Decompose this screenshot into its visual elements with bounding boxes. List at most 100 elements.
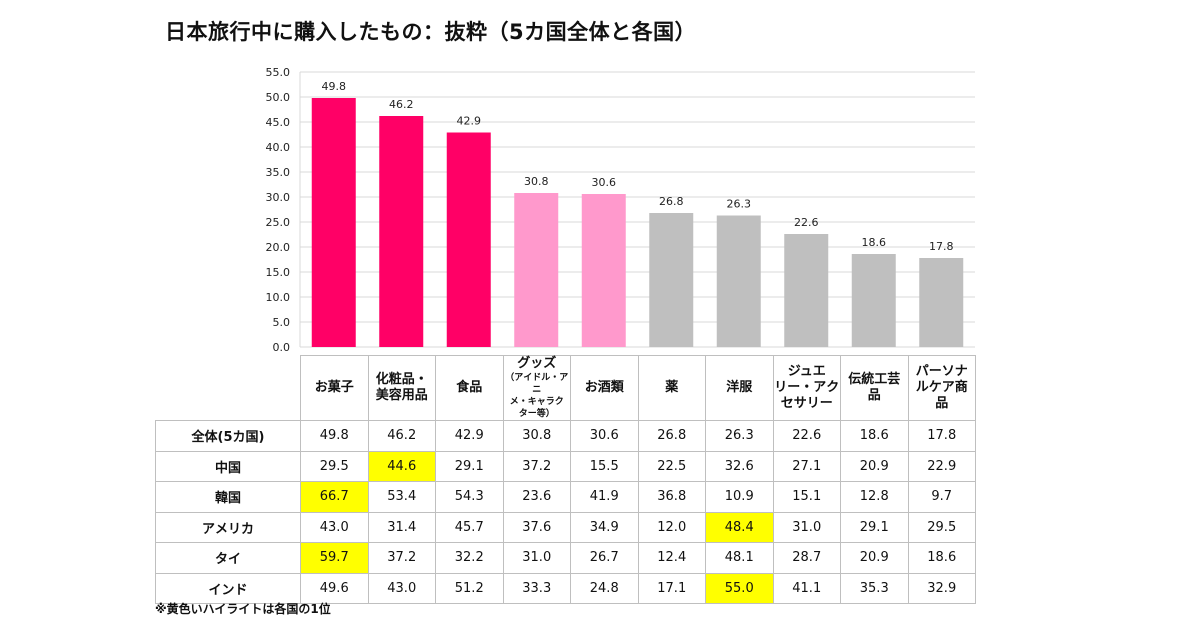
- table-cell: 17.8: [907, 420, 976, 452]
- table-cell: 43.0: [367, 572, 436, 604]
- table-cell: 12.0: [637, 511, 706, 543]
- data-label: 17.8: [929, 240, 954, 253]
- table-cell: 42.9: [435, 420, 504, 452]
- table-cell: 29.1: [840, 511, 909, 543]
- table-cell: 43.0: [300, 511, 369, 543]
- y-tick-label: 5.0: [273, 316, 291, 329]
- table-cell: 36.8: [637, 481, 706, 513]
- bar: [716, 215, 761, 347]
- data-label: 46.2: [389, 98, 414, 111]
- column-header: 化粧品・ 美容用品: [367, 355, 436, 421]
- column-header: ジュエ リー・アク セサリー: [772, 355, 841, 421]
- highlighted-cell: 48.4: [705, 511, 774, 543]
- column-header: 洋服: [705, 355, 774, 421]
- data-label: 18.6: [862, 236, 887, 249]
- table-cell: 33.3: [502, 572, 571, 604]
- table-cell: 35.3: [840, 572, 909, 604]
- table-cell: 22.5: [637, 450, 706, 482]
- table-cell: 31.0: [502, 542, 571, 574]
- column-header: お菓子: [300, 355, 369, 421]
- table-cell: 37.6: [502, 511, 571, 543]
- table-cell: 46.2: [367, 420, 436, 452]
- table-cell: 29.1: [435, 450, 504, 482]
- data-label: 30.8: [524, 175, 549, 188]
- data-label: 30.6: [592, 176, 617, 189]
- bar: [379, 116, 424, 347]
- table-cell: 53.4: [367, 481, 436, 513]
- table-cell: 22.6: [772, 420, 841, 452]
- bar: [851, 254, 896, 347]
- table-row: 中国 29.5 44.6 29.1 37.2 15.5 22.5 32.6 27.1 20.9 22…: [155, 450, 976, 482]
- y-tick-label: 0.0: [273, 341, 291, 354]
- table-cell: 9.7: [907, 481, 976, 513]
- table-row: 韓国 66.7 53.4 54.3 23.6 41.9 36.8 10.9 15.1 12.8 9.…: [155, 481, 976, 513]
- table-cell: 26.7: [570, 542, 639, 574]
- table-cell: 18.6: [907, 542, 976, 574]
- column-header: 食品: [435, 355, 504, 421]
- bar: [446, 132, 491, 347]
- table-cell: 12.4: [637, 542, 706, 574]
- data-label: 26.3: [727, 198, 752, 211]
- data-label: 49.8: [322, 80, 347, 93]
- highlighted-cell: 44.6: [367, 450, 436, 482]
- bar: [649, 213, 694, 347]
- table-cell: 27.1: [772, 450, 841, 482]
- data-label: 26.8: [659, 195, 684, 208]
- corner-cell: [155, 355, 301, 421]
- y-tick-label: 20.0: [266, 241, 291, 254]
- table-cell: 29.5: [300, 450, 369, 482]
- row-header: タイ: [155, 542, 301, 574]
- table-cell: 51.2: [435, 572, 504, 604]
- y-tick-label: 35.0: [266, 166, 291, 179]
- table-cell: 49.8: [300, 420, 369, 452]
- column-header: グッズ （アイドル・アニ メ・キャラク ター等）: [502, 355, 571, 421]
- bar-chart: 0.0 5.0 10.0 15.0 20.0 25.0 30.0 35.0 40.0 45.0 50…: [266, 66, 975, 354]
- table-cell: 37.2: [367, 542, 436, 574]
- y-tick-label: 30.0: [266, 191, 291, 204]
- y-tick-label: 45.0: [266, 116, 291, 129]
- y-tick-label: 50.0: [266, 91, 291, 104]
- data-label: 42.9: [457, 115, 482, 128]
- table-cell: 32.2: [435, 542, 504, 574]
- row-header: アメリカ: [155, 511, 301, 543]
- column-header: 伝統工芸品: [840, 355, 909, 421]
- table-cell: 17.1: [637, 572, 706, 604]
- highlighted-cell: 66.7: [300, 481, 369, 513]
- table-cell: 32.6: [705, 450, 774, 482]
- row-header: 中国: [155, 450, 301, 482]
- table-cell: 29.5: [907, 511, 976, 543]
- table-cell: 22.9: [907, 450, 976, 482]
- table-cell: 10.9: [705, 481, 774, 513]
- table-cell: 26.3: [705, 420, 774, 452]
- table-cell: 49.6: [300, 572, 369, 604]
- table-cell: 31.0: [772, 511, 841, 543]
- bar: [784, 234, 829, 347]
- data-table: お菓子 化粧品・ 美容用品 食品 グッズ （アイドル・アニ メ・キャラク ター等） お酒類薬洋服…: [155, 355, 976, 604]
- column-header: パーソナ ルケア商品: [907, 355, 976, 421]
- table-cell: 23.6: [502, 481, 571, 513]
- table-cell: 48.1: [705, 542, 774, 574]
- table-cell: 31.4: [367, 511, 436, 543]
- table-cell: 41.1: [772, 572, 841, 604]
- table-cell: 54.3: [435, 481, 504, 513]
- table-cell: 20.9: [840, 542, 909, 574]
- highlighted-cell: 59.7: [300, 542, 369, 574]
- table-cell: 30.6: [570, 420, 639, 452]
- table-row: アメリカ 43.0 31.4 45.7 37.6 34.9 12.0 48.4 31.0 29.1…: [155, 511, 976, 543]
- column-header: 薬: [637, 355, 706, 421]
- table-cell: 41.9: [570, 481, 639, 513]
- highlighted-cell: 55.0: [705, 572, 774, 604]
- y-tick-label: 40.0: [266, 141, 291, 154]
- table-row: 全体(5カ国) 49.8 46.2 42.9 30.8 30.6 26.8 26.3 22.6 1…: [155, 420, 976, 452]
- table-cell: 28.7: [772, 542, 841, 574]
- bar: [919, 258, 964, 347]
- footnote: ※黄色いハイライトは各国の1位: [155, 602, 331, 616]
- table-cell: 34.9: [570, 511, 639, 543]
- table-cell: 45.7: [435, 511, 504, 543]
- bar: [514, 193, 559, 347]
- table-cell: 15.1: [772, 481, 841, 513]
- row-header: 全体(5カ国): [155, 420, 301, 452]
- table-row: インド 49.6 43.0 51.2 33.3 24.8 17.1 55.0 41.1 35.3 3…: [155, 572, 976, 604]
- table-cell: 37.2: [502, 450, 571, 482]
